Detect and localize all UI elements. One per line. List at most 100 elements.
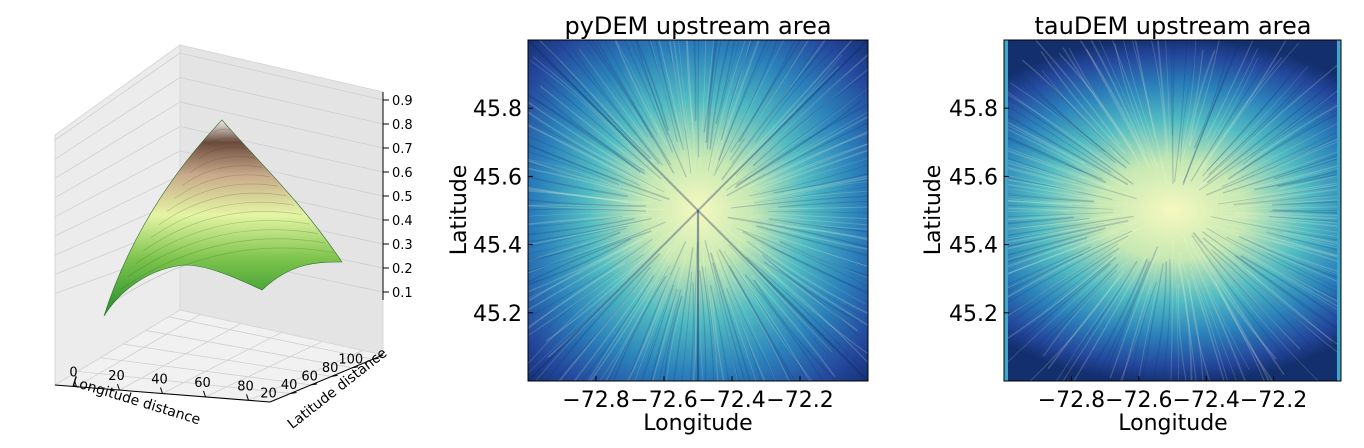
flow-streak (555, 40, 660, 165)
pydem-title: pyDEM upstream area (564, 12, 831, 40)
flow-streak (738, 40, 802, 143)
flow-streak (528, 239, 640, 299)
flow-streak (1269, 209, 1341, 212)
flow-streak (528, 143, 670, 201)
flow-streak (1058, 52, 1140, 165)
flow-streak (759, 272, 835, 349)
z-gridline (179, 52, 384, 101)
flow-streak (1180, 40, 1202, 163)
flow-streak (1192, 232, 1311, 358)
flow-streak (528, 261, 626, 330)
flow-streak (528, 254, 644, 347)
flow-streak (1068, 47, 1133, 147)
taudem-heatmap-image (1004, 40, 1341, 381)
x-tick-mark (117, 383, 120, 391)
flow-streak (1172, 40, 1176, 184)
flow-streak (528, 208, 647, 212)
flow-streak (1202, 254, 1285, 375)
flow-streak (762, 223, 868, 251)
flow-streak (678, 40, 695, 175)
flow-streak (1229, 206, 1341, 210)
flow-streak (1004, 222, 1105, 242)
flow-streak (738, 111, 868, 188)
flow-streak (736, 100, 862, 186)
flow-streak (1056, 261, 1138, 377)
flow-streak (528, 125, 624, 176)
flow-streak (1245, 241, 1341, 284)
flow-streak (558, 268, 651, 381)
x-tick-label: −72.8 (1038, 388, 1105, 413)
flow-streak (730, 40, 826, 167)
flow-streak (1141, 263, 1164, 381)
flow-streak (590, 40, 654, 139)
flow-streak (529, 239, 644, 302)
flow-streak (730, 195, 868, 209)
flow-streak (748, 263, 833, 353)
flow-streak (528, 111, 633, 173)
flow-streak (1233, 193, 1341, 206)
flow-streak (1040, 50, 1126, 155)
flow-streak (784, 181, 868, 198)
flow-streak (1223, 217, 1341, 238)
flow-streak (528, 186, 652, 205)
flow-streak (773, 173, 868, 194)
flow-streak (1272, 240, 1341, 259)
y-tick-label: 45.6 (949, 165, 998, 190)
surface-contour (151, 201, 295, 238)
surface-contour-lines (111, 128, 335, 304)
z-gridline-back (54, 101, 181, 179)
flow-streak (1193, 52, 1229, 149)
flow-streak (756, 225, 868, 257)
flow-streak (1222, 153, 1341, 194)
flow-streak (1225, 156, 1341, 194)
flow-streak (1232, 102, 1341, 174)
y-tick-label: 60 (301, 369, 318, 384)
flow-streak (779, 240, 868, 277)
flow-streak (708, 238, 766, 381)
flow-streak (720, 53, 868, 191)
flow-streak (1190, 272, 1225, 381)
flow-streak (650, 40, 690, 178)
flow-streak (655, 40, 685, 150)
flow-streak (1212, 224, 1341, 274)
flow-streak (545, 253, 661, 381)
flow-streak (1170, 239, 1173, 381)
flow-streak (651, 255, 687, 381)
z-gridline-back (54, 175, 181, 237)
flow-streak (662, 295, 683, 381)
flow-streak (749, 142, 868, 191)
flow-streak (528, 230, 652, 283)
flow-streak (730, 40, 796, 153)
flow-streak (1004, 243, 1119, 317)
flow-streak (539, 40, 652, 160)
flow-streak (1242, 95, 1341, 165)
flow-streak (1004, 158, 1096, 187)
flow-streak (714, 40, 752, 154)
flow-streak (1188, 50, 1216, 147)
flow-streak (718, 249, 793, 381)
flow-streak (1010, 82, 1128, 175)
flow-streak (720, 40, 755, 141)
flow-streak (1196, 61, 1341, 190)
flow-streak (1172, 236, 1179, 381)
flow-streak (529, 238, 653, 318)
flow-streak (1246, 224, 1341, 247)
flow-streak (778, 200, 868, 208)
flow-streak (767, 211, 868, 214)
flow-streak (1004, 207, 1070, 212)
flow-streak (736, 225, 868, 279)
flow-streak (1004, 112, 1129, 186)
x-gridline (76, 314, 201, 388)
surface-contour (143, 211, 303, 251)
flow-streak (528, 217, 663, 246)
flow-streak (528, 217, 652, 243)
flow-streak (1004, 246, 1092, 287)
flow-streak (596, 40, 672, 166)
surface-contour (119, 238, 327, 291)
flow-streak (1227, 194, 1341, 207)
flow-streak (768, 143, 868, 184)
flow-streak (1047, 271, 1126, 370)
pydem-x-label: Longitude (643, 411, 752, 436)
flow-streak (768, 218, 868, 233)
flow-streak (673, 247, 694, 381)
